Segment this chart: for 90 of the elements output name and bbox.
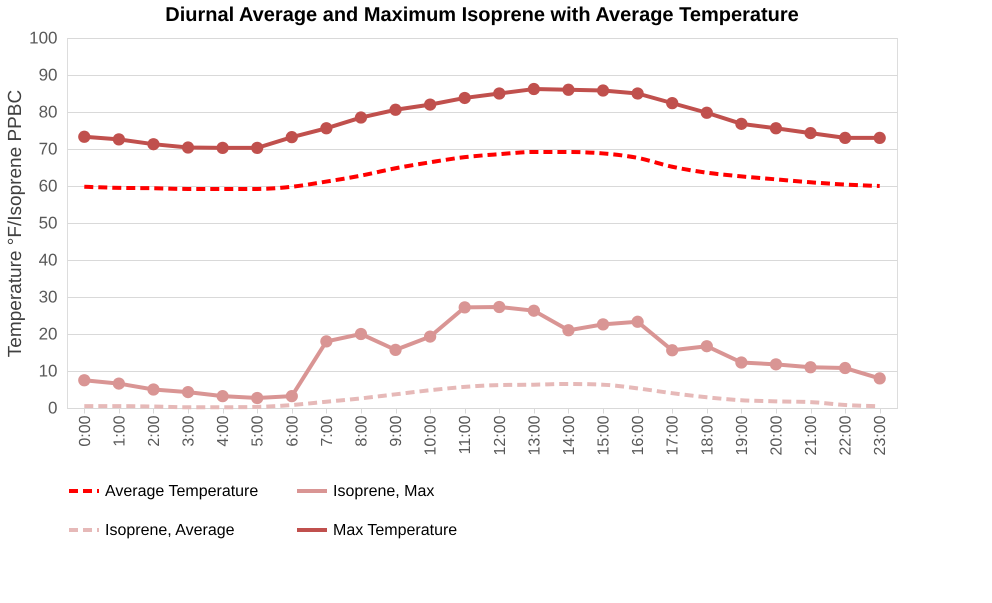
x-tick-label: 5:00 [250,415,267,447]
point [562,84,575,96]
point [78,130,90,143]
x-tick-label: 23:00 [872,415,890,456]
point [562,324,575,336]
chart-title: Diurnal Average and Maximum Isoprene with Average Temperature [165,4,799,26]
y-tick-label: 60 [38,176,58,196]
legend-label: Isoprene, Average [105,522,235,539]
point [182,386,194,398]
x-tick-label: 4:00 [215,415,232,447]
x-tick-label: 16:00 [630,415,648,456]
point [147,138,160,150]
point [596,318,610,330]
y-tick-label: 40 [38,250,58,270]
point [804,126,817,140]
point [839,362,852,374]
point [78,374,90,386]
point [354,111,368,124]
point [770,358,782,370]
y-tick-label: 10 [38,362,58,380]
point [666,344,678,356]
y-tick-label: 50 [38,214,58,232]
point [839,132,852,144]
point [389,344,402,356]
y-tick-label: 70 [38,140,58,158]
point [286,390,298,402]
legend-label: Average Temperature [105,483,258,500]
x-tick-label: 21:00 [803,415,820,456]
y-axis-title: Temperature °F/Isoprene PPBC [5,90,26,358]
point [632,316,644,328]
x-tick-label: 14:00 [560,415,578,456]
point [424,98,436,111]
x-tick-label: 12:00 [492,415,509,456]
point [320,122,332,134]
line-series [82,150,882,191]
y-tick-label: 0 [48,398,58,418]
point [632,87,644,100]
legend-label: Isoprene, Max [333,483,434,500]
point [251,392,264,404]
point [320,335,332,348]
x-tick-label: 9:00 [388,415,406,447]
point [458,301,471,314]
point [596,84,610,97]
point [216,142,229,154]
point [666,97,678,110]
x-tick-label: 1:00 [111,415,128,447]
point [493,87,506,100]
point [735,118,748,130]
point [528,304,540,317]
x-tick-label: 11:00 [457,415,474,454]
y-tick-label: 30 [38,288,58,306]
point [874,132,886,144]
point [770,122,782,134]
x-tick-label: 18:00 [699,415,716,456]
point [874,372,886,385]
point [112,133,125,146]
point [182,141,194,154]
x-tick-label: 10:00 [422,415,440,456]
point [354,328,368,340]
point [251,142,264,154]
point [389,104,402,116]
point [216,390,229,402]
point [286,131,298,144]
y-tick-label: 80 [38,102,58,122]
x-tick-label: 2:00 [146,415,163,447]
x-tick-label: 8:00 [353,415,370,447]
x-tick-label: 6:00 [284,415,302,447]
point [458,92,471,104]
x-tick-label: 0:00 [76,415,94,447]
point [147,383,160,396]
x-tick-label: 15:00 [596,415,613,456]
legend-label: Max Temperature [333,522,458,539]
point [700,340,713,352]
y-tick-label: 90 [38,66,58,84]
x-tick-label: 19:00 [734,415,751,456]
y-tick-label: 100 [29,28,58,48]
point [735,356,748,369]
x-tick-label: 7:00 [318,415,336,447]
x-tick-label: 20:00 [768,415,786,456]
point [528,82,540,96]
y-tick-label: 20 [38,324,58,344]
x-tick-label: 3:00 [180,415,198,447]
point [493,300,506,314]
point [804,361,817,374]
x-tick-label: 13:00 [526,415,544,456]
point [424,330,436,343]
point [700,106,713,119]
point [112,377,125,390]
x-tick-label: 22:00 [838,415,855,456]
x-tick-label: 17:00 [664,415,682,456]
